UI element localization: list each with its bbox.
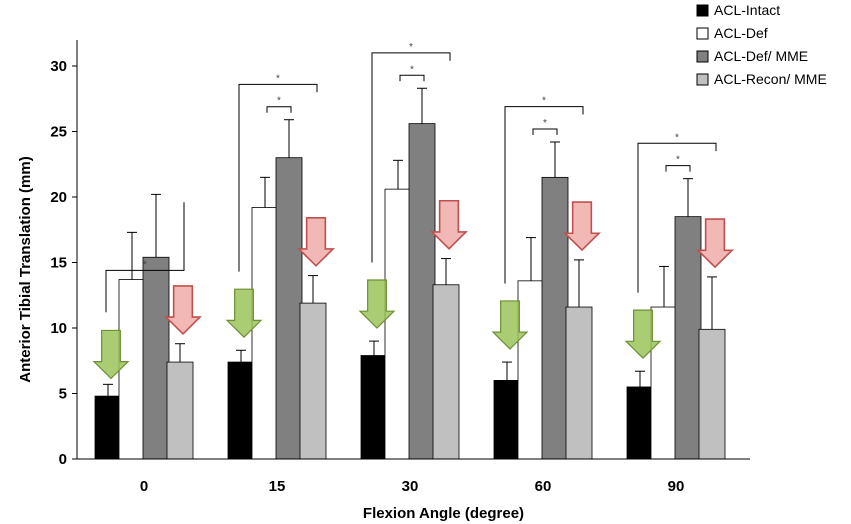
significance-bracket-large [238,83,318,272]
bar [118,279,146,460]
bar [251,207,279,460]
y-tick-label: 20 [50,189,67,206]
legend-swatch [696,50,709,63]
significance-marker: * [675,132,679,143]
bar [408,123,436,460]
legend-label: ACL-Def/ MME [714,48,808,64]
bar [541,176,569,460]
x-tick-label: 30 [402,478,419,495]
x-tick-label: 15 [269,478,286,495]
green-down-arrow [624,309,662,359]
legend-swatch [696,4,709,17]
x-tick-label: 90 [668,478,685,495]
bar [432,284,460,460]
bar [698,328,726,460]
bar [360,355,388,460]
bar [674,216,702,460]
red-down-arrow [563,201,601,252]
bar [384,188,412,460]
bar [650,306,678,460]
bar [142,256,170,460]
arrows [92,199,734,380]
error-bars [103,87,717,397]
x-tick-label: 0 [140,478,148,495]
legend-label: ACL-Def [714,25,768,41]
bar [227,361,255,460]
significance-bracket-large [105,202,185,313]
significance-marker: * [542,96,546,107]
bar [166,361,194,460]
bar [275,157,303,460]
y-tick-label: 15 [50,255,67,272]
significance-bracket-large [637,142,717,293]
significance-marker: * [143,259,147,270]
bars [94,123,726,460]
bar [299,302,327,460]
legend: ACL-Intact ACL-Def ACL-Def/ MME ACL-Recon/ … [696,2,827,87]
significance-bracket-small [399,74,425,82]
significance-bracket-small [665,165,691,172]
significance-bracket-small [532,128,558,135]
significance-bracket-small [266,106,292,113]
significance-marker: * [276,73,280,84]
red-down-arrow [164,285,202,336]
x-axis-label: Flexion Angle (degree) [363,505,524,522]
significance-marker: * [543,118,547,129]
legend-swatch [696,27,709,40]
red-down-arrow [696,218,734,269]
green-down-arrow [225,288,263,339]
significance-marker: * [676,155,680,166]
red-down-arrow [430,199,468,250]
legend-label: ACL-Intact [714,2,780,18]
bar [565,306,593,460]
y-tick-label: 5 [59,386,67,403]
significance-marker: * [277,96,281,107]
significance-marker: * [409,42,413,53]
bar [626,386,654,460]
x-tick-label: 60 [535,478,552,495]
bar [94,395,122,460]
significance-marker: * [410,64,414,75]
y-tick-label: 25 [50,124,67,141]
significance-bracket-large [371,52,451,263]
legend-label: ACL-Recon/ MME [714,71,827,87]
y-axis-ticks: 0 5 10 15 20 25 30 [50,58,77,468]
y-axis-label: Anterior Tibial Translation (mm) [17,156,34,382]
significance-brackets: * * * * * * * * * [105,42,717,313]
y-tick-label: 10 [50,320,67,337]
x-axis-ticks: 0 15 30 60 90 [140,478,685,495]
green-down-arrow [491,300,529,350]
significance-bracket-large [504,106,584,284]
green-down-arrow [92,329,130,380]
y-tick-label: 30 [50,58,67,75]
y-tick-label: 0 [59,451,67,468]
legend-swatch [696,73,709,86]
red-down-arrow [297,216,335,267]
bar [517,280,545,460]
bar [493,379,521,460]
green-down-arrow [358,279,396,329]
